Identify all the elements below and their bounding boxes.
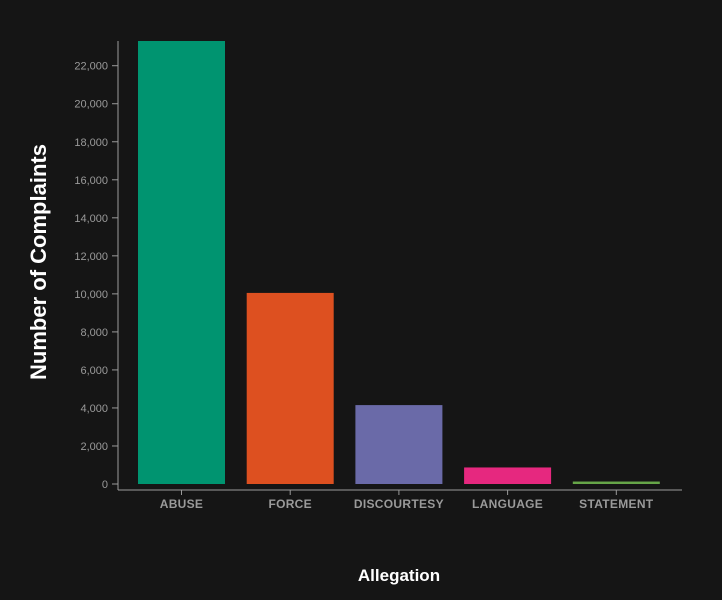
x-tick-label: DISCOURTESY — [354, 497, 444, 511]
y-axis: 0 2,000 4,000 6,000 8,000 10,000 12,000 14,000 1… — [74, 41, 119, 491]
x-tick-label: ABUSE — [160, 497, 204, 511]
y-tick-label: 0 — [102, 479, 108, 491]
x-axis: ABUSE FORCE DISCOURTESY LANGUAGE STATEMENT — [118, 489, 682, 511]
bar-force[interactable] — [246, 292, 334, 484]
y-tick-label: 6,000 — [80, 365, 108, 377]
y-tick-label: 14,000 — [74, 213, 108, 225]
y-tick-label: 12,000 — [74, 251, 108, 263]
y-tick-label: 18,000 — [74, 137, 108, 149]
y-tick-label: 2,000 — [80, 441, 108, 453]
y-tick-label: 8,000 — [80, 327, 108, 339]
bars-group — [138, 41, 660, 484]
x-tick-label: LANGUAGE — [472, 497, 543, 511]
bar-discourtesy[interactable] — [355, 405, 443, 484]
y-tick-label: 22,000 — [74, 61, 108, 73]
y-tick-label: 16,000 — [74, 175, 108, 187]
y-tick-label: 10,000 — [74, 289, 108, 301]
bar-abuse[interactable] — [138, 41, 225, 484]
y-tick-label: 4,000 — [80, 403, 108, 415]
y-tick-label: 20,000 — [74, 99, 108, 111]
bar-language[interactable] — [464, 467, 552, 484]
x-tick-label: STATEMENT — [579, 497, 654, 511]
y-axis-title: Number of Complaints — [26, 144, 51, 380]
x-axis-title: Allegation — [358, 566, 440, 585]
x-tick-label: FORCE — [268, 497, 312, 511]
bar-statement[interactable] — [572, 481, 660, 484]
